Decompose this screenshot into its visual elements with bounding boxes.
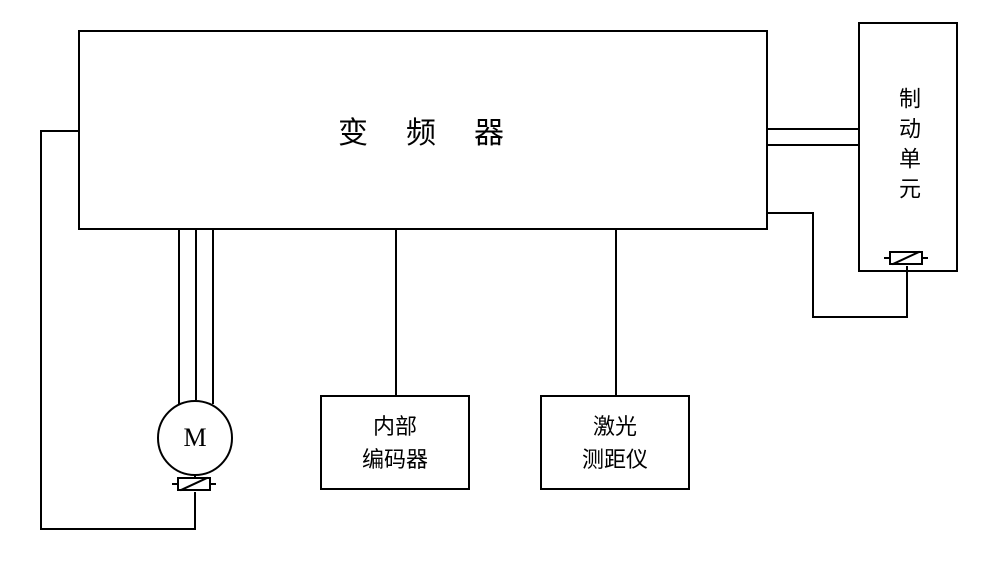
line-ground-left-v2 <box>194 492 196 530</box>
line-ground-left-h2 <box>40 528 196 530</box>
line-inverter-motor-1 <box>178 230 180 404</box>
line-inverter-brake-1 <box>768 128 858 130</box>
line-inverter-motor-3 <box>212 230 214 404</box>
line-inverter-brake-2 <box>768 144 858 146</box>
brake-unit-box: 制动单元 <box>858 22 958 272</box>
line-ground-right-h1 <box>768 212 814 214</box>
line-inverter-encoder <box>395 230 397 395</box>
line-ground-left-h1 <box>40 130 78 132</box>
motor-thermal <box>172 476 216 492</box>
line-inverter-laser <box>615 230 617 395</box>
laser-rangefinder-label: 激光 测距仪 <box>582 410 648 476</box>
line-ground-left-v1 <box>40 130 42 530</box>
line-ground-right-h2 <box>812 316 908 318</box>
internal-encoder-label: 内部 编码器 <box>362 410 428 476</box>
line-motor-to-thermal <box>194 474 196 478</box>
inverter-box: 变 频 器 <box>78 30 768 230</box>
line-ground-right-v2 <box>906 266 908 318</box>
line-inverter-motor-2 <box>195 230 197 400</box>
motor-label: M <box>183 423 206 453</box>
line-ground-right-v1 <box>812 212 814 318</box>
inverter-label: 变 频 器 <box>338 108 508 152</box>
laser-rangefinder-box: 激光 测距仪 <box>540 395 690 490</box>
brake-unit-label: 制动单元 <box>892 87 924 207</box>
internal-encoder-box: 内部 编码器 <box>320 395 470 490</box>
brake-thermal <box>884 250 928 266</box>
motor-circle: M <box>157 400 233 476</box>
